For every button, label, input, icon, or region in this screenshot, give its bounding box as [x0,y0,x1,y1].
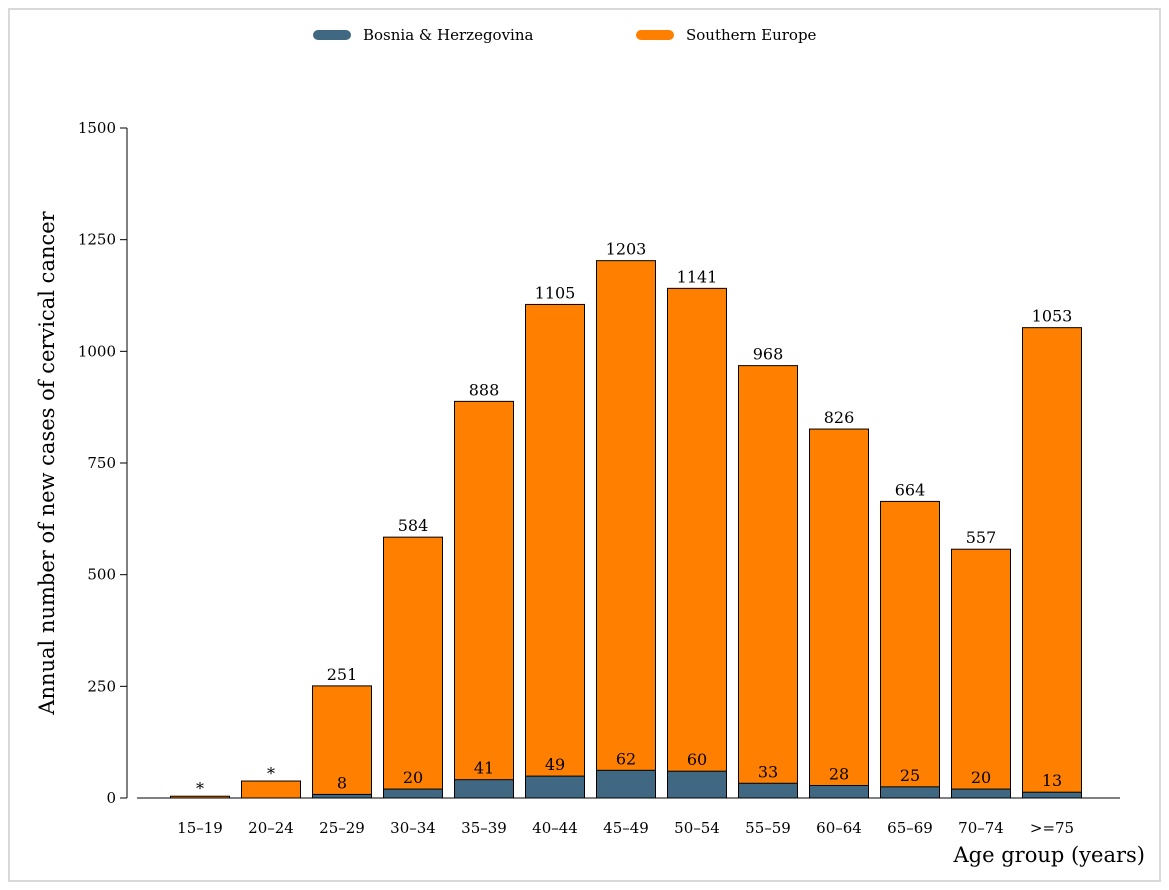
data-label-southern-europe: 1203 [606,240,647,259]
bar-bosnia [454,779,514,799]
x-tick-label: >=75 [1030,819,1074,837]
x-tick-label: 35–39 [461,819,507,837]
legend-label-southern-europe: Southern Europe [686,26,817,44]
bar-southern-europe [312,685,372,799]
bar-southern-europe [809,428,869,799]
bar-southern-europe [525,303,585,799]
data-label-bosnia: 62 [616,749,636,768]
data-label-southern-europe: * [267,764,275,783]
y-tick-label: 0 [106,789,116,807]
bar-bosnia [525,775,585,799]
bar-southern-europe [241,780,301,799]
y-tick-label: 500 [87,566,116,584]
legend-item-bosnia: Bosnia & Herzegovina [313,26,533,44]
data-label-southern-europe: 968 [753,345,784,364]
data-label-southern-europe: * [196,779,204,798]
data-label-bosnia: 20 [403,768,423,787]
data-label-bosnia: 60 [687,750,707,769]
data-label-southern-europe: 1105 [535,283,576,302]
data-label-bosnia: 49 [545,755,565,774]
data-label-southern-europe: 826 [824,408,855,427]
x-tick-label: 55–59 [745,819,791,837]
bar-southern-europe [383,536,443,799]
bar-southern-europe [738,365,798,799]
bar-bosnia [596,769,656,799]
x-tick-label: 45–49 [603,819,649,837]
x-tick-label: 40–44 [532,819,578,837]
data-label-southern-europe: 664 [895,480,926,499]
legend-swatch-bosnia [313,30,351,40]
x-tick-label: 60–64 [816,819,862,837]
data-label-southern-europe: 584 [398,516,429,535]
bar-bosnia [383,788,443,799]
legend-item-southern-europe: Southern Europe [636,26,816,44]
x-tick-label: 30–34 [390,819,436,837]
data-label-bosnia: 33 [758,762,778,781]
bar-southern-europe [951,548,1011,799]
data-label-bosnia: 25 [900,766,920,785]
bar-southern-europe [170,795,230,799]
y-tick-label: 1250 [78,231,116,249]
x-tick-label: 25–29 [319,819,365,837]
bar-bosnia [1022,791,1082,799]
data-label-southern-europe: 888 [469,380,500,399]
data-label-southern-europe: 557 [966,528,997,547]
bar-bosnia [312,793,372,799]
x-tick-label: 15–19 [177,819,223,837]
data-label-southern-europe: 251 [327,665,358,684]
legend-label-bosnia: Bosnia & Herzegovina [363,26,534,44]
bar-bosnia [667,770,727,799]
bar-southern-europe [1022,327,1082,799]
y-tick-label: 1500 [78,119,116,137]
y-tick-label: 250 [87,677,116,695]
data-label-bosnia: 8 [337,773,347,792]
y-tick-label: 1000 [78,342,116,360]
bar-bosnia [809,784,869,799]
x-tick-label: 20–24 [248,819,294,837]
bar-bosnia [880,786,940,799]
x-tick-label: 50–54 [674,819,720,837]
legend-swatch-southern-europe [636,30,674,40]
data-label-bosnia: 28 [829,764,849,783]
bar-bosnia [738,782,798,799]
data-label-bosnia: 20 [971,768,991,787]
x-tick-label: 70–74 [958,819,1004,837]
y-axis-label: Annual number of new cases of cervical c… [35,210,59,715]
bar-southern-europe [667,287,727,799]
data-label-southern-europe: 1141 [677,267,718,286]
y-tick-label: 750 [87,454,116,472]
data-label-bosnia: 13 [1042,771,1062,790]
x-axis-label: Age group (years) [953,843,1146,867]
x-tick-label: 65–69 [887,819,933,837]
bar-southern-europe [454,400,514,799]
data-label-southern-europe: 1053 [1032,307,1073,326]
bar-bosnia [951,788,1011,799]
bar-southern-europe [880,500,940,799]
bar-southern-europe [596,260,656,799]
data-label-bosnia: 41 [474,759,494,778]
